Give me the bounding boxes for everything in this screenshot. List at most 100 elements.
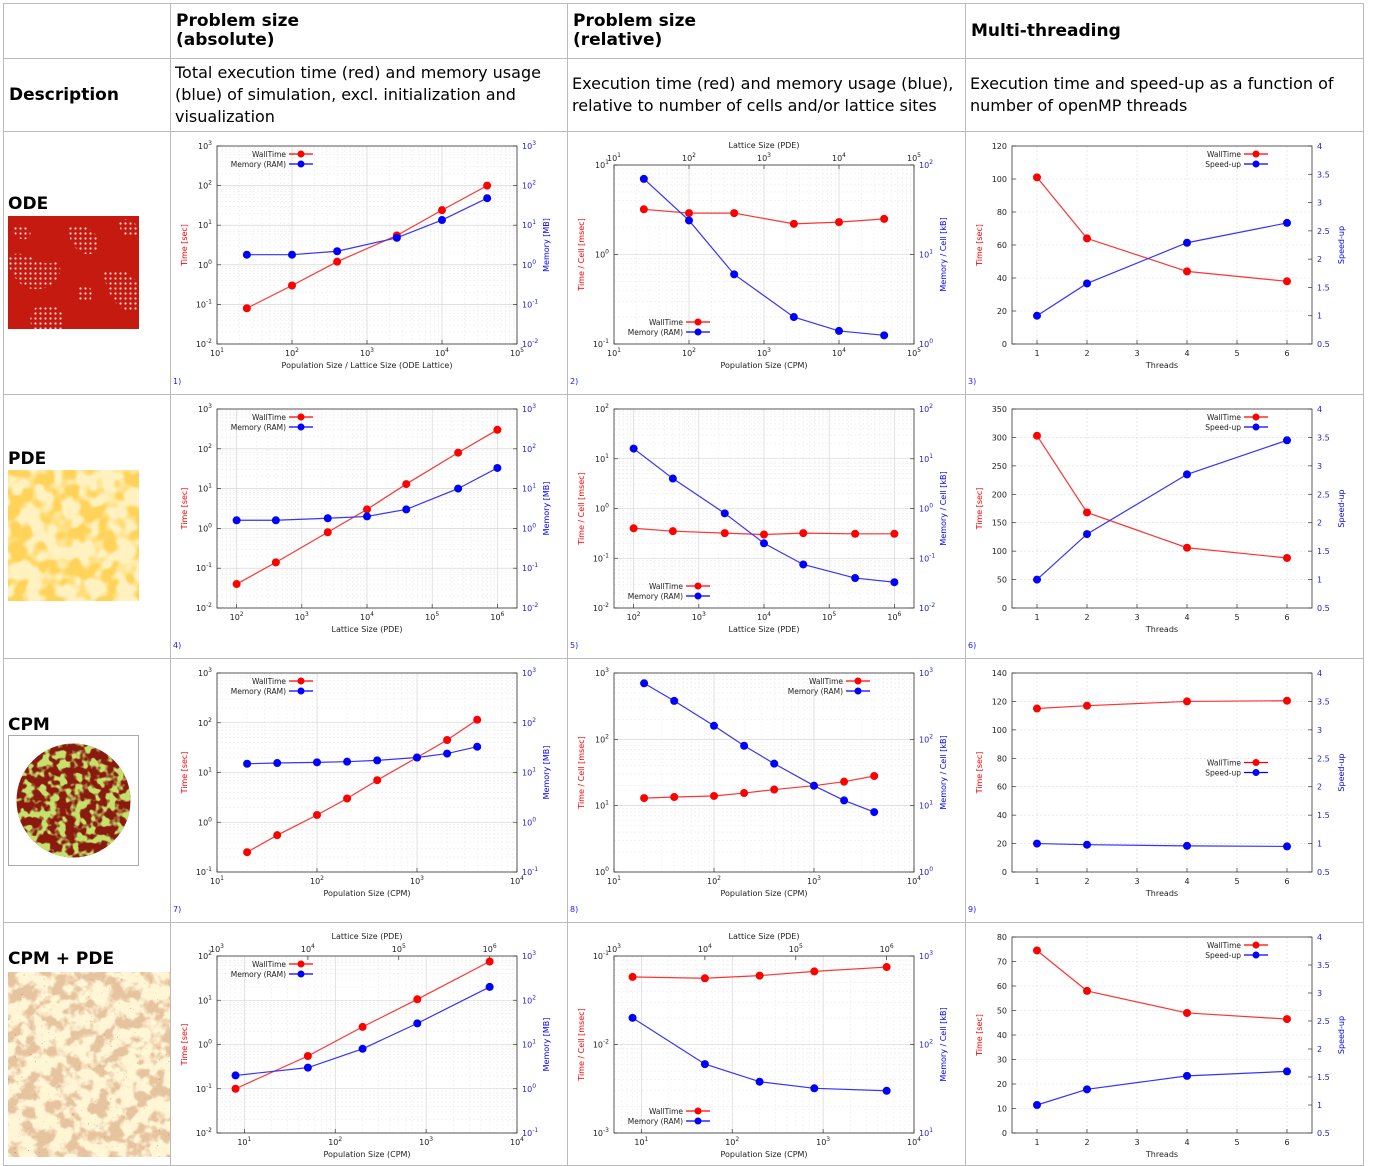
y-tick-label: 10-1 [196,1083,212,1094]
description-abs: Total execution time (red) and memory us… [170,58,568,132]
header-rel-line2: (relative) [573,30,663,50]
data-point [232,580,241,589]
data-point [473,742,482,751]
data-point [840,777,849,786]
x-axis-label: Lattice Size (PDE) [729,625,800,634]
series-line [1036,439,1288,581]
x-tick-label: 5 [1234,349,1239,358]
series-walltime [1033,696,1291,713]
x-tick-label: 3 [1134,613,1139,622]
chart-c2: 101 102 103 104 105 101 102 103 104 105 Lattice Si… [570,141,948,386]
y-tick-label: 10-1 [196,562,212,573]
x2-tick-label: 106 [483,943,497,954]
x-tick-label: 4 [1184,1138,1189,1147]
x-tick-label: 3 [1134,1138,1139,1147]
y2-tick-label: 3 [1317,989,1322,998]
x-tick-label: 4 [1184,877,1189,886]
data-point [443,749,452,758]
y-tick-label: 100 [198,1039,212,1050]
y-tick-label: 101 [198,767,212,778]
y-tick-label: 101 [595,800,609,811]
data-point [760,530,768,539]
y-tick-label: 40 [997,1031,1007,1040]
data-point [1283,436,1291,445]
y-axis-label: Time [sec] [975,752,984,795]
data-point [343,757,352,766]
y-tick-label: 20 [997,1080,1007,1089]
chart-c9: 1 2 3 4 5 6 Threads 0 20 40 60 80 100 120 140 0.5 1 1.5 2 2… [968,669,1346,914]
series-walltime [629,524,899,539]
x-tick-label: 2 [1084,877,1089,886]
legend-swatch-marker [1252,150,1260,158]
y2-tick-label: 3.5 [1317,697,1330,706]
data-point [413,995,422,1004]
y2-axis-label: Speed-up [1337,753,1346,791]
chart-c6: 1 2 3 4 5 6 Threads 0 50 100 150 200 250 300 350 0.5 1 1.… [968,405,1346,650]
y2-tick-label: 2 [1317,783,1322,792]
plot-frame [1011,408,1313,609]
x-tick-label: 106 [887,611,901,622]
x-tick-label: 102 [230,611,244,622]
series-line [1036,700,1288,710]
data-point [373,756,382,765]
x-tick-label: 104 [907,1136,921,1147]
y-tick-label: 40 [997,811,1007,820]
y-axis-label: Time [sec] [975,224,984,267]
data-point [755,971,764,980]
x2-tick-label: 105 [907,152,921,163]
y2-tick-label: 101 [522,483,536,494]
data-point [755,1077,764,1086]
x-tick-label: 103 [410,875,424,886]
data-point [1183,543,1191,552]
data-point [483,181,492,190]
data-point [810,1084,819,1093]
y-tick-label: 80 [997,933,1007,942]
series-walltime [628,963,891,983]
y-tick-label: 20 [997,840,1007,849]
data-point [1033,173,1041,182]
y-tick-label: 0 [1002,340,1007,349]
series-walltime [232,425,502,589]
legend-swatch-marker [1252,160,1260,168]
data-point [454,484,463,493]
series-line [246,185,488,309]
x2-axis-label: Lattice Size (PDE) [729,141,800,150]
data-point [1033,575,1041,584]
y-axis-label: Time [sec] [975,1014,984,1057]
y-tick-label: 10-2 [196,1127,212,1138]
y2-tick-label: 10-2 [919,602,935,613]
x-tick-label: 102 [285,347,299,358]
y-tick-label: 40 [997,274,1007,283]
y-tick-label: 10-1 [196,298,212,309]
series-walltime [231,957,494,1093]
series-secondary [1033,218,1291,320]
header-abs-line2: (absolute) [176,30,275,50]
y-tick-label: 101 [595,159,609,170]
series-line [247,746,478,765]
legend-label: Memory (RAM) [231,160,286,169]
chart-cell-c3: 1 2 3 4 5 6 Threads 0 20 40 60 80 100 120 0.5 1 1.5 2 2.5 3… [965,131,1364,395]
y2-tick-label: 2.5 [1317,490,1330,499]
data-point [413,753,421,762]
y-tick-label: 10-3 [593,1127,609,1138]
legend-label: WallTime [1207,759,1241,768]
legend-label: WallTime [1207,150,1241,159]
y-tick-label: 10-2 [196,602,212,613]
legend-swatch-marker [694,1117,702,1125]
x-tick-label: 6 [1284,1138,1289,1147]
data-point [629,444,638,453]
y-tick-label: 100 [992,726,1007,735]
series-secondary [1033,436,1291,584]
axes: 101 102 103 104 105 Population Size / Lattice… [180,140,551,370]
series-line [1036,222,1288,317]
y-tick-label: 80 [997,754,1007,763]
grid [613,408,915,609]
data-point [840,796,849,805]
series-secondary [232,463,502,525]
data-point [1283,1067,1291,1076]
x-tick-label: 1 [1034,349,1039,358]
data-point [485,957,494,966]
y2-tick-label: 103 [522,403,536,414]
y2-tick-label: 2.5 [1317,1017,1330,1026]
